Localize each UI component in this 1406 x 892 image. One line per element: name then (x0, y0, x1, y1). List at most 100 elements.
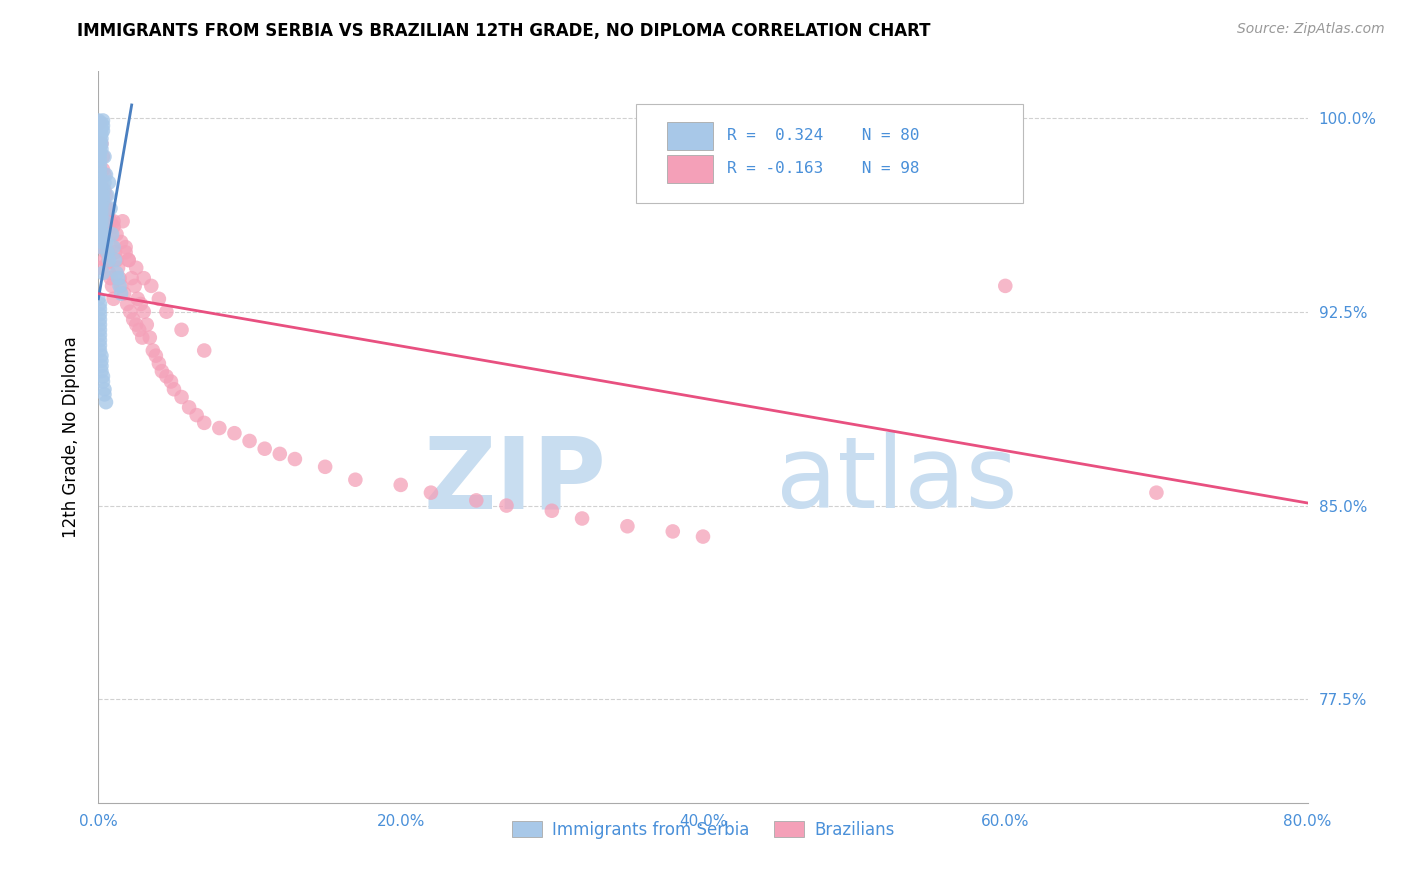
Point (89, 318, 111, 332)
Point (90, 354, 112, 368)
Point (110, 278, 132, 293)
Point (90, 260, 112, 275)
Point (269, 447, 291, 461)
Point (141, 278, 163, 293)
Point (94, 395, 117, 409)
Point (93, 219, 115, 234)
Point (90, 116, 112, 130)
Point (253, 442, 276, 456)
Point (90, 142, 112, 156)
Point (89, 131, 111, 145)
Point (89, 194, 111, 208)
Point (107, 271, 129, 285)
Point (96, 245, 118, 260)
Point (93, 150, 115, 164)
Point (90, 176, 112, 190)
Point (89, 214, 111, 228)
Point (389, 478, 412, 492)
Point (89, 328, 111, 343)
Point (89, 297, 111, 311)
Point (98, 219, 121, 234)
Point (90, 209, 112, 223)
Point (131, 330, 153, 344)
Text: ZIP: ZIP (423, 433, 606, 530)
Point (208, 421, 231, 435)
Point (89, 162, 111, 177)
Y-axis label: 12th Grade, No Diploma: 12th Grade, No Diploma (62, 336, 80, 538)
Point (128, 323, 150, 337)
Text: IMMIGRANTS FROM SERBIA VS BRAZILIAN 12TH GRADE, NO DIPLOMA CORRELATION CHART: IMMIGRANTS FROM SERBIA VS BRAZILIAN 12TH… (77, 22, 931, 40)
Point (142, 343, 165, 358)
Point (314, 459, 336, 474)
Point (108, 271, 131, 285)
Point (163, 382, 186, 396)
Point (100, 271, 122, 285)
Point (129, 297, 152, 311)
Point (118, 253, 141, 268)
Point (90, 235, 112, 249)
Point (89, 136, 111, 151)
Point (105, 253, 128, 268)
Point (96, 202, 118, 216)
Point (89, 157, 111, 171)
Point (89, 147, 111, 161)
Point (495, 499, 517, 513)
Point (90, 219, 112, 234)
Bar (666, 122, 713, 150)
Point (89, 168, 111, 182)
Point (90, 214, 112, 228)
Point (89, 116, 111, 130)
Text: R = -0.163    N = 98: R = -0.163 N = 98 (727, 161, 920, 176)
Point (89, 307, 111, 321)
Point (93, 183, 115, 197)
Point (170, 390, 193, 404)
Point (465, 493, 488, 508)
Point (90, 136, 112, 151)
Point (90, 127, 112, 141)
Point (112, 286, 135, 301)
Point (93, 176, 115, 190)
Point (108, 278, 131, 293)
Point (193, 343, 215, 358)
Point (90, 136, 112, 151)
Bar (666, 154, 713, 183)
Point (179, 401, 201, 415)
Point (89, 312, 111, 326)
Point (193, 416, 215, 430)
Point (89, 178, 111, 192)
Text: Source: ZipAtlas.com: Source: ZipAtlas.com (1237, 22, 1385, 37)
Point (122, 312, 145, 326)
Point (91, 194, 114, 208)
Point (540, 504, 562, 518)
Point (98, 266, 121, 280)
Point (107, 260, 129, 275)
Point (89, 338, 111, 352)
Point (124, 278, 146, 293)
Point (105, 266, 128, 280)
Point (93, 214, 115, 228)
Point (91, 266, 114, 280)
Point (103, 292, 125, 306)
Point (111, 214, 134, 228)
Point (127, 292, 149, 306)
Point (89, 323, 111, 337)
Point (90, 349, 112, 363)
Point (96, 209, 118, 223)
Point (692, 530, 714, 544)
Point (93, 387, 115, 401)
Point (90, 203, 112, 218)
Point (96, 188, 118, 202)
Text: atlas: atlas (776, 433, 1017, 530)
Point (89, 199, 111, 213)
Point (91, 119, 114, 133)
Text: R =  0.324    N = 80: R = 0.324 N = 80 (727, 128, 920, 144)
Point (96, 255, 118, 269)
Point (90, 199, 112, 213)
Point (121, 271, 143, 285)
Point (93, 253, 115, 268)
Point (89, 188, 111, 202)
Point (87, 292, 110, 306)
Point (89, 162, 111, 177)
Point (661, 524, 683, 539)
Point (155, 369, 177, 384)
